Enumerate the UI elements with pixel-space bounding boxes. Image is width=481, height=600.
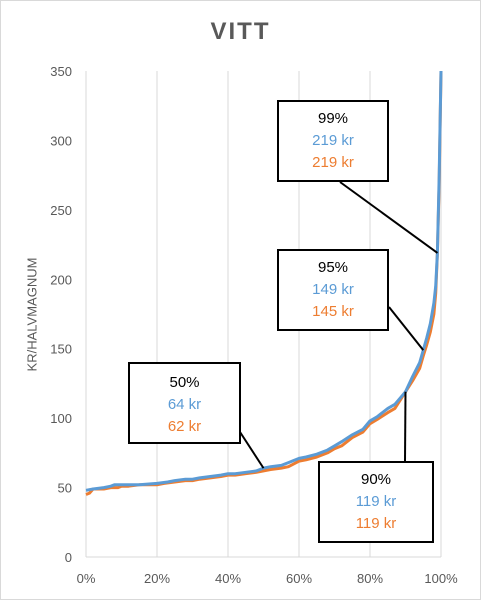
x-tick-label: 60% [286,571,312,586]
callout-percent: 99% [317,110,349,127]
callout-orange-value: 119 kr [355,515,397,532]
x-tick-label: 0% [77,571,96,586]
callout-blue-value: 149 kr [312,281,354,298]
series-line-1 [85,70,443,492]
y-tick-label: 300 [50,133,72,148]
callout-percent: 50% [169,374,200,391]
y-tick-label: 150 [50,342,72,357]
callout-leader-line [404,391,407,462]
chart-title: VITT [210,18,271,45]
y-tick-label: 50 [58,481,72,496]
callout-90: 90% 119 kr 119 kr [318,461,434,543]
y-tick-label: 350 [50,64,72,79]
callout-blue-value: 219 kr [312,132,354,149]
callout-orange-value: 62 kr [167,418,202,435]
y-tick-label: 100 [50,411,72,426]
callout-leader-line [339,181,439,254]
callout-blue-value: 64 kr [167,396,202,413]
callout-blue-value: 119 kr [355,493,397,510]
x-tick-label: 80% [357,571,383,586]
callout-percent: 95% [317,259,349,276]
y-tick-label: 250 [50,203,72,218]
callout-50: 50% 64 kr 62 kr [128,362,241,444]
x-tick-label: 40% [215,571,241,586]
callout-percent: 90% [360,471,392,488]
callout-leader-line [239,431,265,469]
callout-95: 95% 149 kr 145 kr [277,249,389,331]
x-tick-label: 20% [144,571,170,586]
x-tick-label: 100% [424,571,458,586]
callout-orange-value: 219 kr [312,154,354,171]
y-tick-label: 200 [50,272,72,287]
callout-orange-value: 145 kr [312,303,354,320]
y-tick-label: 0 [65,550,72,565]
callout-leader-line [388,306,425,351]
callout-99: 99% 219 kr 219 kr [277,100,389,182]
